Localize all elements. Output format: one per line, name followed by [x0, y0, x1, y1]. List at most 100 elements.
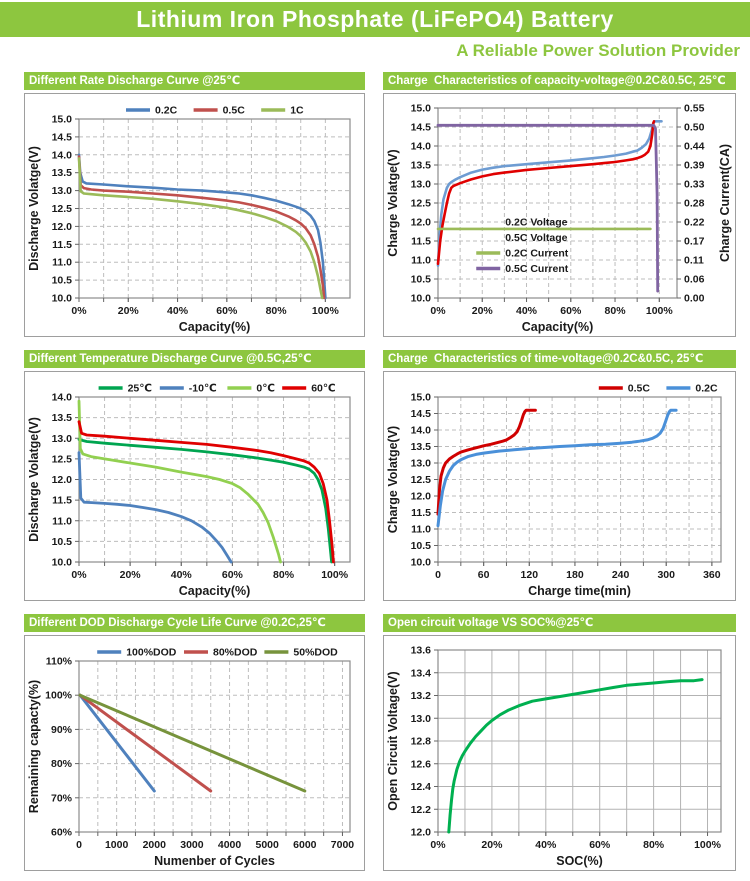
svg-text:0.06: 0.06 — [684, 274, 705, 286]
svg-text:0.50: 0.50 — [684, 122, 705, 134]
svg-text:12.0: 12.0 — [52, 474, 73, 486]
svg-text:10.5: 10.5 — [411, 540, 432, 552]
svg-text:14.0: 14.0 — [52, 392, 73, 404]
chart-title-bar: Open circuit voltage VS SOC%@25℃ — [383, 614, 736, 632]
svg-text:20%: 20% — [118, 305, 140, 317]
svg-text:100%DOD: 100%DOD — [126, 647, 177, 659]
svg-text:0%: 0% — [430, 839, 446, 851]
svg-text:13.0: 13.0 — [52, 185, 73, 197]
svg-text:Remaining capacty(%): Remaining capacty(%) — [27, 680, 41, 813]
svg-text:13.6: 13.6 — [411, 645, 432, 657]
svg-text:12.0: 12.0 — [411, 491, 432, 503]
panel-charge-capacity-voltage: Charge Characteristics of capacity-volta… — [383, 72, 736, 337]
panel-dod-cycle-life: Different DOD Discharge Cycle Life Curve… — [24, 614, 365, 871]
chart-title-bar: Charge Characteristics of capacity-volta… — [383, 72, 736, 90]
svg-text:10.0: 10.0 — [52, 293, 73, 305]
svg-text:60%: 60% — [216, 305, 238, 317]
chart-box: 0 1000 2000 3000 4000 5000 6000 7000 60% 70% 80% 90… — [24, 635, 365, 871]
svg-text:60%: 60% — [51, 827, 73, 839]
svg-text:60: 60 — [478, 569, 490, 581]
svg-text:40%: 40% — [535, 839, 557, 851]
svg-text:60%: 60% — [222, 569, 244, 581]
svg-text:15.0: 15.0 — [411, 392, 432, 404]
svg-text:20%: 20% — [472, 305, 494, 317]
svg-text:60℃: 60℃ — [311, 383, 335, 395]
svg-text:Numenber of Cycles: Numenber of Cycles — [154, 854, 275, 868]
svg-text:10.0: 10.0 — [411, 293, 432, 305]
svg-text:100%: 100% — [321, 569, 349, 581]
svg-text:20%: 20% — [481, 839, 503, 851]
svg-text:13.2: 13.2 — [411, 690, 432, 702]
svg-text:12.4: 12.4 — [411, 781, 432, 793]
svg-text:0: 0 — [435, 569, 441, 581]
panel-temperature-discharge: Different Temperature Discharge Curve @0… — [24, 350, 365, 601]
svg-text:180: 180 — [566, 569, 584, 581]
svg-text:11.5: 11.5 — [411, 236, 431, 248]
svg-text:100%: 100% — [312, 305, 340, 317]
svg-text:Open Circuit Voltage(V): Open Circuit Voltage(V) — [386, 671, 400, 810]
chart-title-bar: Charge Characteristics of time-voltage@0… — [383, 350, 736, 368]
svg-text:0.44: 0.44 — [684, 141, 705, 153]
svg-text:12.0: 12.0 — [52, 221, 73, 233]
svg-text:Charge Volatge(V): Charge Volatge(V) — [386, 149, 400, 256]
ocv-soc-chart: 0% 20% 40% 60% 80% 100% 12.0 12.2 12.4 12.6 12.8 13… — [386, 645, 722, 869]
svg-text:70%: 70% — [51, 792, 73, 804]
svg-text:0.2C Voltage: 0.2C Voltage — [505, 217, 567, 229]
svg-text:4000: 4000 — [218, 839, 242, 851]
svg-text:11.5: 11.5 — [52, 495, 72, 507]
panel-rate-discharge: Different Rate Discharge Curve @25℃ 0% 20… — [24, 72, 365, 337]
svg-text:1000: 1000 — [105, 839, 129, 851]
svg-text:12.0: 12.0 — [411, 827, 432, 839]
svg-text:12.5: 12.5 — [411, 474, 432, 486]
svg-text:0.2C Current: 0.2C Current — [505, 248, 569, 260]
svg-text:60%: 60% — [589, 839, 611, 851]
svg-text:-10℃: -10℃ — [189, 383, 217, 395]
svg-text:10.0: 10.0 — [52, 557, 73, 569]
svg-text:40%: 40% — [516, 305, 538, 317]
svg-text:Charge Volatge(V): Charge Volatge(V) — [386, 426, 400, 533]
svg-text:14.5: 14.5 — [52, 131, 73, 143]
svg-text:12.0: 12.0 — [411, 217, 432, 229]
svg-text:120: 120 — [521, 569, 539, 581]
chart-box: 0% 20% 40% 60% 80% 100% 10.0 10.5 11.0 11.5 12.0 12… — [24, 371, 365, 601]
svg-text:11.5: 11.5 — [52, 239, 72, 251]
svg-text:7000: 7000 — [331, 839, 355, 851]
svg-text:2000: 2000 — [143, 839, 167, 851]
svg-text:0.55: 0.55 — [684, 103, 705, 115]
svg-text:Charge Current(CA): Charge Current(CA) — [718, 144, 732, 262]
chart-title-bar: Different DOD Discharge Cycle Life Curve… — [24, 614, 365, 632]
svg-text:Capacity(%): Capacity(%) — [179, 584, 251, 598]
charge-time-voltage-chart: 0 60 120 180 240 300 360 10.0 10.5 11.0 11.5 12.0 12… — [386, 383, 722, 598]
svg-text:10.5: 10.5 — [411, 274, 432, 286]
svg-text:0.5C Voltage: 0.5C Voltage — [505, 232, 567, 244]
charts-grid: Different Rate Discharge Curve @25℃ 0% 20… — [24, 72, 736, 871]
svg-text:0.22: 0.22 — [684, 217, 705, 229]
svg-text:90%: 90% — [51, 724, 73, 736]
svg-text:100%: 100% — [646, 305, 674, 317]
svg-text:14.0: 14.0 — [411, 425, 432, 437]
svg-text:1C: 1C — [290, 105, 304, 117]
svg-text:0.2C: 0.2C — [155, 105, 178, 117]
temperature-discharge-chart: 0% 20% 40% 60% 80% 100% 10.0 10.5 11.0 11.5 12.0 12… — [27, 383, 351, 598]
chart-box: 0% 20% 40% 60% 80% 100% 12.0 12.2 12.4 12.6 12.8 13… — [383, 635, 736, 871]
svg-text:110%: 110% — [46, 656, 73, 668]
svg-text:0%: 0% — [71, 305, 87, 317]
svg-text:10.5: 10.5 — [52, 536, 73, 548]
dod-cycle-life-chart: 0 1000 2000 3000 4000 5000 6000 7000 60% 70% 80% 90… — [27, 647, 355, 869]
chart-box: 0% 20% 40% 60% 80% 100% 10.0 10.5 11.0 11.5 12.0 12… — [24, 93, 365, 337]
svg-text:80%: 80% — [643, 839, 665, 851]
svg-text:3000: 3000 — [180, 839, 204, 851]
svg-text:80%DOD: 80%DOD — [213, 647, 258, 659]
svg-text:80%: 80% — [51, 758, 73, 770]
svg-text:12.2: 12.2 — [411, 804, 432, 816]
svg-text:5000: 5000 — [256, 839, 280, 851]
svg-text:300: 300 — [657, 569, 675, 581]
svg-text:10.5: 10.5 — [52, 275, 73, 287]
svg-text:10.0: 10.0 — [411, 557, 432, 569]
svg-text:0.2C: 0.2C — [695, 383, 718, 395]
svg-text:80%: 80% — [266, 305, 288, 317]
svg-text:0.17: 0.17 — [684, 236, 705, 248]
svg-text:14.5: 14.5 — [411, 122, 432, 134]
svg-text:Capacity(%): Capacity(%) — [179, 320, 251, 334]
svg-text:0.5C: 0.5C — [223, 105, 246, 117]
